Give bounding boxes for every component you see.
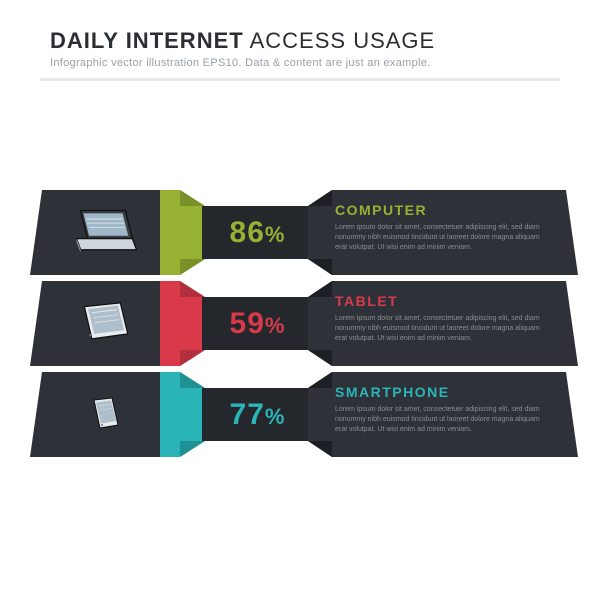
label-computer: COMPUTER — [335, 202, 552, 218]
description-computer: COMPUTER Lorem ipsum dolor sit amet, con… — [305, 190, 570, 275]
header-divider — [40, 78, 560, 81]
label-tablet: TABLET — [335, 293, 552, 309]
title-light: ACCESS USAGE — [250, 28, 436, 53]
phone-icon — [30, 372, 175, 457]
row-tablet: 59% TABLET Lorem ipsum dolor sit amet, c… — [30, 281, 570, 366]
data-rows: 86% COMPUTER Lorem ipsum dolor sit amet,… — [30, 190, 570, 463]
laptop-icon — [30, 190, 175, 275]
percentage-computer: 86% — [195, 206, 320, 259]
header: DAILY INTERNET ACCESS USAGE Infographic … — [50, 28, 550, 69]
page-title: DAILY INTERNET ACCESS USAGE — [50, 28, 550, 54]
body-computer: Lorem ipsum dolor sit amet, consectetuer… — [335, 223, 552, 253]
label-smartphone: SMARTPHONE — [335, 384, 552, 400]
body-tablet: Lorem ipsum dolor sit amet, consectetuer… — [335, 314, 552, 344]
percentage-tablet: 59% — [195, 297, 320, 350]
description-smartphone: SMARTPHONE Lorem ipsum dolor sit amet, c… — [305, 372, 570, 457]
tablet-icon — [30, 281, 175, 366]
row-computer: 86% COMPUTER Lorem ipsum dolor sit amet,… — [30, 190, 570, 275]
infographic-canvas: DAILY INTERNET ACCESS USAGE Infographic … — [0, 0, 600, 600]
percentage-smartphone: 77% — [195, 388, 320, 441]
title-bold: DAILY INTERNET — [50, 28, 244, 53]
page-subtitle: Infographic vector illustration EPS10. D… — [50, 57, 550, 69]
description-tablet: TABLET Lorem ipsum dolor sit amet, conse… — [305, 281, 570, 366]
body-smartphone: Lorem ipsum dolor sit amet, consectetuer… — [335, 405, 552, 435]
row-smartphone: 77% SMARTPHONE Lorem ipsum dolor sit ame… — [30, 372, 570, 457]
